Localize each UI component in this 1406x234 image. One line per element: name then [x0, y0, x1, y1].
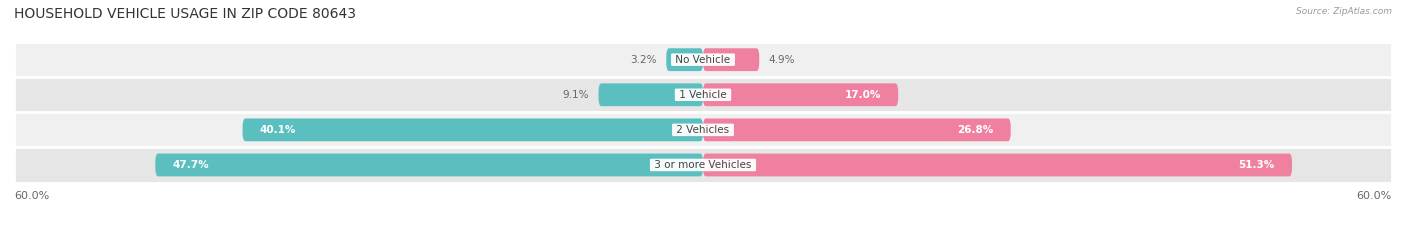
Text: 3.2%: 3.2% — [630, 55, 657, 65]
Text: 4.9%: 4.9% — [769, 55, 794, 65]
Text: 40.1%: 40.1% — [260, 125, 297, 135]
FancyBboxPatch shape — [703, 118, 1011, 141]
FancyBboxPatch shape — [14, 77, 1392, 112]
Text: 3 or more Vehicles: 3 or more Vehicles — [651, 160, 755, 170]
Text: 60.0%: 60.0% — [1357, 191, 1392, 201]
FancyBboxPatch shape — [155, 154, 703, 176]
Text: 51.3%: 51.3% — [1239, 160, 1275, 170]
FancyBboxPatch shape — [14, 42, 1392, 77]
Text: 2 Vehicles: 2 Vehicles — [673, 125, 733, 135]
Text: Source: ZipAtlas.com: Source: ZipAtlas.com — [1296, 7, 1392, 16]
Text: No Vehicle: No Vehicle — [672, 55, 734, 65]
FancyBboxPatch shape — [703, 83, 898, 106]
FancyBboxPatch shape — [703, 48, 759, 71]
Text: 17.0%: 17.0% — [845, 90, 882, 100]
Text: 26.8%: 26.8% — [957, 125, 994, 135]
Legend: Owner-occupied, Renter-occupied: Owner-occupied, Renter-occupied — [589, 231, 817, 234]
FancyBboxPatch shape — [14, 112, 1392, 147]
Text: 47.7%: 47.7% — [173, 160, 209, 170]
FancyBboxPatch shape — [14, 147, 1392, 183]
Text: 60.0%: 60.0% — [14, 191, 49, 201]
Text: HOUSEHOLD VEHICLE USAGE IN ZIP CODE 80643: HOUSEHOLD VEHICLE USAGE IN ZIP CODE 8064… — [14, 7, 356, 21]
Text: 1 Vehicle: 1 Vehicle — [676, 90, 730, 100]
FancyBboxPatch shape — [666, 48, 703, 71]
FancyBboxPatch shape — [599, 83, 703, 106]
FancyBboxPatch shape — [243, 118, 703, 141]
FancyBboxPatch shape — [703, 154, 1292, 176]
Text: 9.1%: 9.1% — [562, 90, 589, 100]
